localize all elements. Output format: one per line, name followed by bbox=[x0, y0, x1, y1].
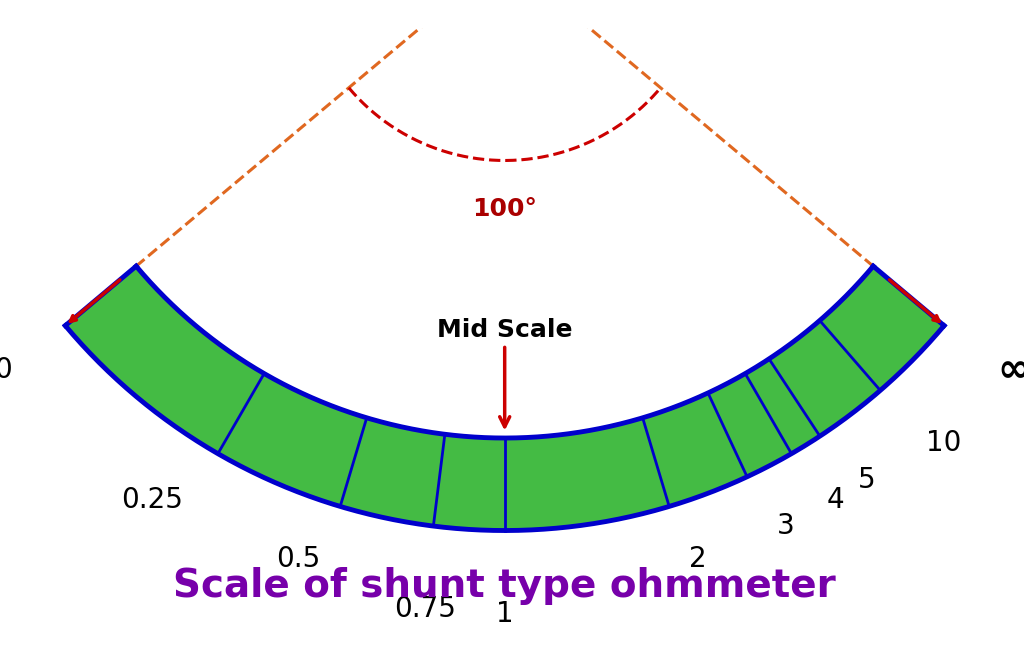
Text: 100°: 100° bbox=[472, 198, 538, 221]
Text: 4: 4 bbox=[826, 486, 844, 514]
Text: 3: 3 bbox=[776, 511, 795, 540]
Text: 0.75: 0.75 bbox=[394, 595, 456, 623]
Text: 10: 10 bbox=[926, 429, 962, 457]
Text: Mid Scale: Mid Scale bbox=[437, 318, 572, 427]
Text: ∞: ∞ bbox=[997, 351, 1024, 389]
Text: Scale of shunt type ohmmeter: Scale of shunt type ohmmeter bbox=[173, 567, 836, 604]
Text: 0.5: 0.5 bbox=[276, 545, 321, 573]
Text: 2: 2 bbox=[689, 545, 707, 573]
Text: 1: 1 bbox=[496, 600, 513, 628]
Text: 0.25: 0.25 bbox=[121, 486, 183, 514]
Text: 5: 5 bbox=[858, 466, 876, 494]
Text: 0: 0 bbox=[0, 357, 12, 384]
Polygon shape bbox=[66, 266, 944, 530]
